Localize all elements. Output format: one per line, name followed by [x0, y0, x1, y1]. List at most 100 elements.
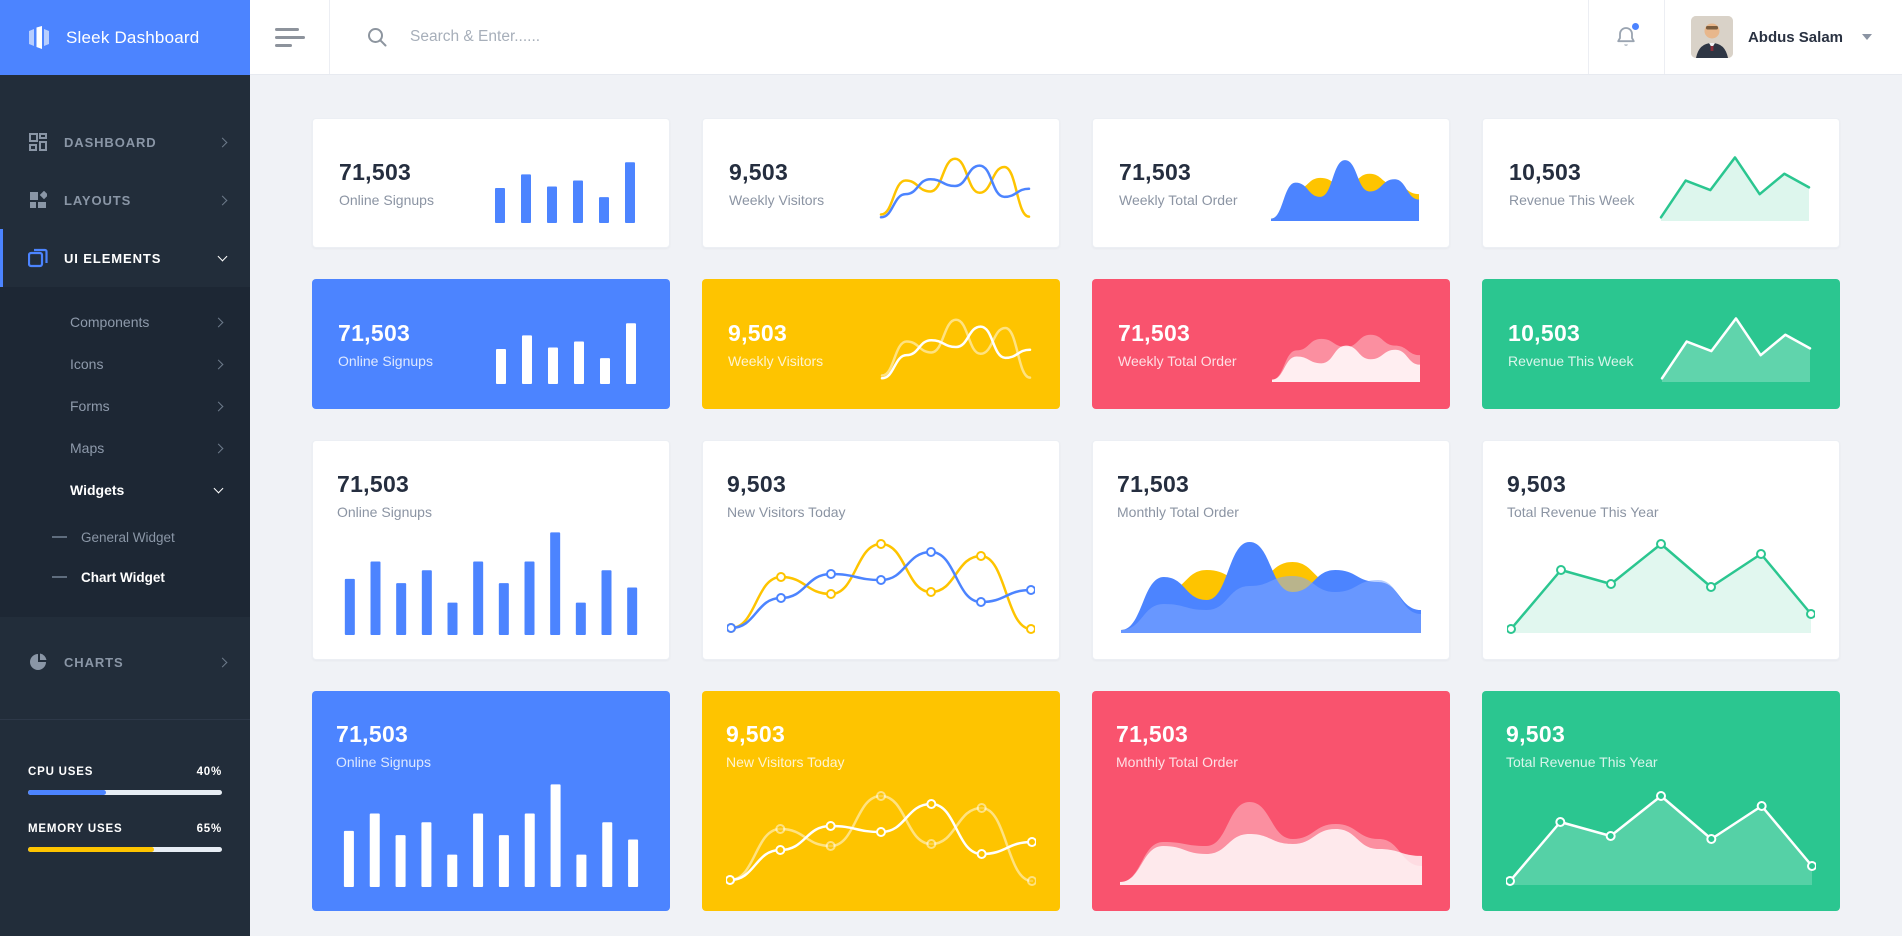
user-menu[interactable]: Abdus Salam	[1663, 0, 1902, 74]
stat-meta: 71,503 Online Signups	[336, 721, 646, 770]
submenu-item-chart-widget[interactable]: Chart Widget	[0, 557, 250, 597]
stat-chart	[1658, 304, 1814, 384]
memory-usage-track	[28, 847, 222, 852]
stat-value: 71,503	[338, 319, 411, 346]
stat-meta: 9,503 New Visitors Today	[726, 721, 1036, 770]
stat-meta: 71,503 Weekly Total Order	[1119, 159, 1238, 208]
sparkline-chart	[1121, 542, 1421, 633]
stat-card: 9,503 New Visitors Today	[702, 440, 1060, 660]
dash-icon	[52, 536, 67, 538]
sparkline-chart	[1506, 791, 1816, 886]
submenu-item-components[interactable]: Components	[0, 301, 250, 343]
memory-usage-fill	[28, 847, 155, 852]
stat-meta: 9,503 Weekly Visitors	[728, 320, 823, 369]
stat-card: 9,503 Weekly Visitors	[702, 279, 1060, 409]
chevron-down-icon	[213, 483, 224, 494]
chevron-right-icon	[217, 195, 228, 205]
stat-value: 10,503	[1508, 319, 1581, 346]
submenu-label: Widgets	[70, 482, 125, 498]
memory-usage: MEMORY USES 65%	[28, 823, 222, 852]
stat-meta: 71,503 Online Signups	[338, 320, 433, 369]
stat-value: 71,503	[337, 471, 410, 497]
submenu-item-forms[interactable]: Forms	[0, 385, 250, 427]
stat-chart	[726, 775, 1036, 887]
sidebar-item-charts[interactable]: CHARTS	[0, 633, 250, 691]
notifications-button[interactable]	[1587, 0, 1664, 74]
submenu-item-icons[interactable]: Icons	[0, 343, 250, 385]
submenu-item-widgets[interactable]: Widgets	[0, 469, 250, 511]
stat-chart	[1117, 523, 1425, 635]
sidebar-item-label: LAYOUTS	[64, 192, 132, 208]
layouts-icon	[28, 190, 48, 210]
stat-card: 9,503 New Visitors Today	[702, 691, 1060, 911]
notification-badge	[1630, 22, 1640, 31]
sidebar: Sleek Dashboard DASHBOARD	[0, 0, 250, 936]
stat-value: 9,503	[726, 721, 786, 747]
sidebar-item-label: CHARTS	[64, 654, 124, 670]
brand-logo[interactable]: Sleek Dashboard	[0, 0, 250, 75]
sparkline-chart	[727, 539, 1035, 634]
stat-label: Weekly Total Order	[1118, 352, 1237, 369]
search-icon	[368, 28, 387, 47]
cpu-usage-fill	[28, 790, 106, 795]
stat-card: 9,503 Total Revenue This Year	[1482, 691, 1840, 911]
chevron-down-icon	[1862, 34, 1872, 40]
stat-chart	[1116, 775, 1426, 887]
stat-chart	[877, 143, 1033, 223]
stat-label: New Visitors Today	[727, 504, 846, 520]
submenu-label: Icons	[70, 356, 104, 372]
submenu-label: General Widget	[81, 529, 175, 545]
stat-chart	[1657, 143, 1813, 223]
submenu-item-general-widget[interactable]: General Widget	[0, 517, 250, 557]
search-bar	[330, 0, 1588, 74]
stat-chart	[487, 143, 643, 223]
search-input[interactable]	[410, 28, 1050, 46]
stat-meta: 71,503 Monthly Total Order	[1117, 471, 1425, 520]
brand-icon	[29, 25, 49, 49]
stat-card: 9,503 Weekly Visitors	[702, 118, 1060, 248]
stat-value: 71,503	[1117, 471, 1190, 497]
stat-label: Weekly Total Order	[1119, 191, 1238, 208]
chevron-right-icon	[217, 657, 228, 667]
sidebar-item-layouts[interactable]: LAYOUTS	[0, 171, 250, 229]
stat-value: 9,503	[729, 158, 789, 185]
stat-chart	[1506, 775, 1816, 887]
stat-label: Total Revenue This Year	[1506, 754, 1658, 770]
chevron-right-icon	[213, 401, 224, 411]
stat-label: New Visitors Today	[726, 754, 845, 770]
stat-label: Online Signups	[337, 504, 432, 520]
sparkline-chart	[1659, 156, 1811, 221]
sidebar-toggle-button[interactable]	[250, 0, 330, 74]
stat-chart	[336, 775, 646, 887]
stat-chart	[1507, 523, 1815, 635]
stat-meta: 71,503 Monthly Total Order	[1116, 721, 1426, 770]
memory-usage-value: 65%	[196, 823, 222, 835]
sidebar-nav: DASHBOARD LAYOUTS UI E	[0, 75, 250, 691]
sidebar-item-dashboard[interactable]: DASHBOARD	[0, 113, 250, 171]
sidebar-item-ui-elements[interactable]: UI ELEMENTS	[0, 229, 250, 287]
stat-chart	[878, 304, 1034, 384]
submenu-label: Components	[70, 314, 150, 330]
stat-meta: 9,503 Weekly Visitors	[729, 159, 824, 208]
cpu-usage-track	[28, 790, 222, 795]
stat-label: Revenue This Week	[1509, 191, 1635, 208]
stat-meta: 9,503 New Visitors Today	[727, 471, 1035, 520]
sparkline-chart	[344, 532, 638, 635]
stat-card: 71,503 Monthly Total Order	[1092, 691, 1450, 911]
user-name: Abdus Salam	[1747, 28, 1843, 46]
stat-label: Online Signups	[339, 191, 434, 208]
stat-chart	[1267, 143, 1423, 223]
stat-chart	[1268, 304, 1424, 384]
cpu-usage: CPU USES 40%	[28, 766, 222, 795]
stat-value: 71,503	[1118, 319, 1191, 346]
stat-meta: 71,503 Online Signups	[337, 471, 645, 520]
stat-card: 71,503 Weekly Total Order	[1092, 118, 1450, 248]
stat-value: 9,503	[1507, 471, 1567, 497]
memory-usage-label: MEMORY USES	[28, 823, 123, 835]
sparkline-chart	[1120, 802, 1422, 885]
stat-value: 71,503	[336, 721, 409, 747]
submenu-item-maps[interactable]: Maps	[0, 427, 250, 469]
stat-card: 71,503 Online Signups	[312, 691, 670, 911]
stat-label: Monthly Total Order	[1116, 754, 1238, 770]
dash-icon	[52, 576, 67, 578]
